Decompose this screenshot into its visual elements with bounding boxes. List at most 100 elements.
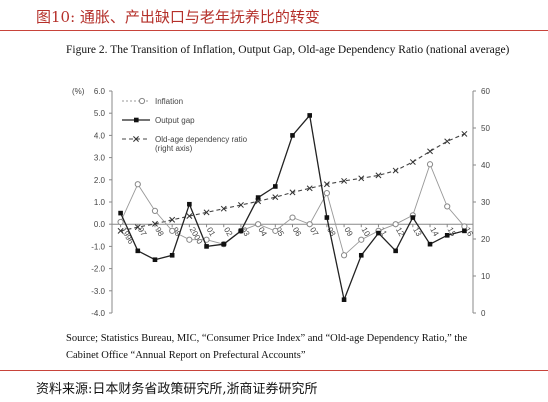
point-old-age-dependency (272, 194, 279, 201)
point-output-gap (341, 297, 347, 302)
y2-tick-label: 0 (481, 309, 486, 318)
header-divider (0, 30, 548, 31)
point-old-age-dependency-stroke (392, 167, 399, 174)
y-unit-label: (%) (72, 87, 85, 96)
point-output-gap (238, 228, 244, 234)
point-output-gap (169, 252, 175, 258)
chart: 6.0 5.0 4.0 3.0 2.0 1.0 0.0 -1.0 -2.0 -3.0 -4.0 60 5… (72, 87, 490, 318)
point-output-gap (462, 228, 467, 234)
y2-tick-label: 60 (481, 87, 490, 96)
point-output-gap (290, 133, 295, 138)
point-old-age-dependency-stroke (152, 220, 158, 227)
point-old-age-dependency (203, 209, 210, 216)
x-tick-label: 12 (394, 226, 407, 239)
point-inflation (461, 223, 468, 230)
legend-output-gap-marker (134, 117, 139, 123)
point-old-age-dependency-stroke (375, 172, 382, 179)
point-old-age-dependency-stroke (203, 209, 210, 216)
point-old-age-dependency-stroke (237, 202, 244, 208)
point-inflation (117, 218, 124, 226)
point-old-age-dependency-stroke (306, 185, 313, 192)
y-tick-label: -1.0 (91, 242, 105, 251)
point-old-age-dependency-stroke (341, 177, 348, 184)
y2-tick-label: 40 (481, 161, 490, 170)
point-old-age-dependency-stroke (289, 189, 296, 196)
point-old-age-dependency-stroke (409, 159, 416, 165)
figure-source-note: Source; Statistics Bureau, MIC, “Consume… (66, 333, 468, 361)
y-tick-label: -4.0 (91, 309, 105, 318)
y-tick-label: 6.0 (94, 87, 106, 96)
point-old-age-dependency (306, 185, 313, 192)
report-header: 图10: 通胀、产出缺口与老年抚养比的转变 (0, 2, 548, 30)
legend-inflation-marker (138, 97, 146, 105)
point-old-age-dependency (117, 227, 124, 234)
x-tick-label: 10 (360, 226, 373, 239)
series-line-inflation (120, 163, 465, 257)
x-tick-label: 14 (428, 226, 441, 239)
legend-old-age-label: (right axis) (155, 144, 193, 153)
legend-old-age-label: Old-age dependency ratio (155, 135, 248, 144)
y-tick-label: 2.0 (94, 176, 106, 185)
y2-tick-label: 50 (481, 124, 490, 133)
point-inflation (255, 221, 262, 228)
legend-inflation-label: Inflation (155, 97, 183, 106)
point-old-age-dependency-stroke (323, 181, 330, 188)
x-tick-label: 09 (342, 226, 355, 239)
point-old-age-dependency (152, 220, 158, 227)
point-inflation (289, 214, 296, 221)
point-old-age-dependency (375, 172, 382, 179)
point-old-age-dependency-stroke (117, 227, 124, 234)
y-tick-label: 1.0 (94, 198, 106, 207)
legend-output-gap-label: Output gap (155, 116, 195, 125)
point-inflation (358, 236, 365, 243)
point-old-age-dependency-stroke (169, 216, 176, 223)
point-inflation (272, 227, 279, 234)
y-tick-label: 3.0 (94, 154, 106, 163)
y2-tick-label: 20 (481, 235, 490, 244)
point-old-age-dependency (289, 189, 296, 196)
point-old-age-dependency (444, 138, 451, 145)
point-old-age-dependency-stroke (272, 194, 279, 201)
figure-title: Figure 2. The Transition of Inflation, O… (66, 44, 510, 56)
point-old-age-dependency (237, 202, 244, 208)
y-tick-label: 5.0 (94, 109, 106, 118)
point-old-age-dependency-stroke (134, 224, 141, 231)
point-old-age-dependency (392, 167, 399, 174)
point-output-gap (393, 248, 398, 254)
point-inflation (340, 252, 348, 259)
point-inflation (426, 161, 434, 168)
point-inflation (186, 236, 193, 243)
point-output-gap (444, 233, 450, 238)
point-old-age-dependency (220, 205, 227, 212)
point-output-gap (255, 195, 261, 200)
point-output-gap (324, 215, 330, 220)
point-inflation (444, 203, 451, 210)
y-tick-label: -2.0 (91, 265, 105, 274)
x-tick-label: 01 (205, 226, 218, 239)
y-tick-label: -3.0 (91, 287, 105, 296)
point-output-gap (152, 257, 158, 263)
x-tick-label: 07 (308, 226, 321, 239)
point-output-gap (410, 215, 416, 220)
footer-divider (0, 370, 548, 371)
point-old-age-dependency (134, 224, 141, 231)
point-old-age-dependency-stroke (427, 148, 433, 155)
point-output-gap (204, 244, 209, 249)
y-tick-label: 0.0 (94, 220, 106, 229)
point-old-age-dependency-stroke (444, 138, 451, 145)
point-output-gap (307, 113, 312, 118)
point-old-age-dependency (427, 148, 433, 155)
y2-tick-label: 10 (481, 272, 490, 281)
point-output-gap (427, 241, 433, 247)
point-old-age-dependency-stroke (220, 205, 227, 212)
y2-tick-label: 30 (481, 198, 490, 207)
footer-source: 资料来源:日本财务省政策研究所,浙商证券研究所 (36, 382, 318, 397)
point-old-age-dependency-stroke (461, 130, 468, 137)
point-old-age-dependency (358, 175, 365, 182)
point-old-age-dependency (186, 213, 193, 220)
legend-old-age-marker (133, 136, 139, 142)
point-output-gap (358, 252, 364, 258)
point-inflation (169, 227, 176, 234)
point-output-gap (187, 201, 192, 207)
point-output-gap (135, 248, 141, 254)
